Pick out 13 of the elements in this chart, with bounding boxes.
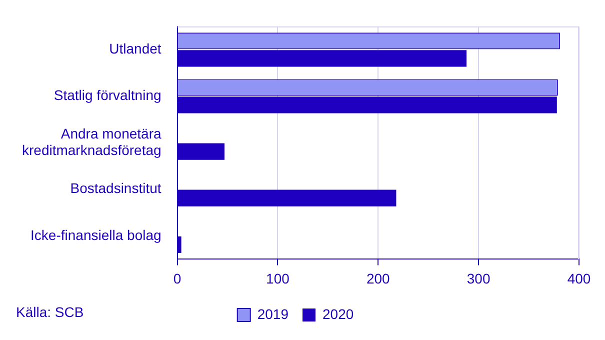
x-tick-label: 200 xyxy=(366,270,390,286)
legend-label: 2019 xyxy=(257,306,289,322)
y-tick-label: Utlandet xyxy=(109,40,162,57)
x-tick-label: 100 xyxy=(266,270,290,286)
y-tick-label: Bostadsinstitut xyxy=(70,180,162,196)
legend-label: 2020 xyxy=(322,306,354,322)
x-tick-label: 0 xyxy=(173,270,182,286)
y-tick-label: Statlig förvaltning xyxy=(54,87,162,104)
x-tick-label: 300 xyxy=(466,270,490,286)
x-tick-label: 400 xyxy=(567,270,591,286)
y-tick-label: Andra monetära kreditmarknadsföretag xyxy=(22,125,162,158)
text: Källa: SCB xyxy=(16,304,84,320)
y-tick-label: Icke-finansiella bolag xyxy=(30,226,162,243)
